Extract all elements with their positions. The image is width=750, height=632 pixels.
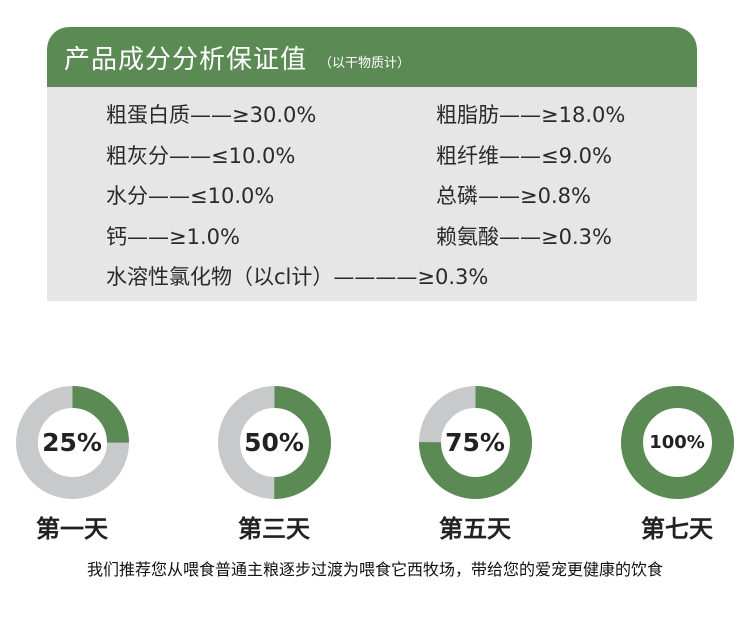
ring-fill (217, 385, 331, 499)
ring-graphic (620, 385, 734, 499)
nutrient-moisture: 水分——≤10.0% (106, 184, 275, 208)
day-label: 第三天 (238, 515, 310, 543)
ring-graphic (418, 385, 532, 499)
ring-fill (418, 385, 532, 499)
ring-graphic (15, 385, 129, 499)
day-label: 第七天 (641, 515, 713, 543)
progress-ring: 25% (15, 385, 129, 499)
day-label: 第五天 (439, 515, 511, 543)
ring-percent-label: 50% (244, 427, 304, 457)
nutrient-crude-protein: 粗蛋白质——≥30.0% (106, 103, 317, 127)
progress-ring: 50% (217, 385, 331, 499)
nutrient-phosphorus: 总磷——≥0.8% (436, 184, 591, 208)
progress-ring: 75% (418, 385, 532, 499)
nutrient-crude-fiber: 粗纤维——≤9.0% (436, 144, 612, 168)
nutrient-chloride: 水溶性氯化物（以cl计）————≥0.3% (106, 265, 489, 289)
ring-graphic (217, 385, 331, 499)
ring-fill (620, 385, 734, 499)
ring-percent-label: 25% (42, 427, 102, 457)
panel-note: （以干物质计） (319, 55, 411, 71)
ring-fill (15, 385, 129, 499)
panel-title: 产品成分分析保证值 (64, 44, 308, 75)
ring-percent-label: 100% (649, 431, 705, 453)
nutrition-panel: 产品成分分析保证值 （以干物质计） 粗蛋白质——≥30.0% 粗脂肪——≥18.… (47, 27, 697, 301)
progress-ring: 100% (620, 385, 734, 499)
panel-header: 产品成分分析保证值 （以干物质计） (47, 27, 697, 87)
footer-text: 我们推荐您从喂食普通主粮逐步过渡为喂食它西牧场，带给您的爱宠更健康的饮食 (86, 560, 663, 579)
nutrient-crude-ash: 粗灰分——≤10.0% (106, 144, 296, 168)
nutrient-lysine: 赖氨酸——≥0.3% (436, 225, 612, 249)
nutrient-calcium: 钙——≥1.0% (106, 225, 240, 249)
ring-percent-label: 75% (445, 427, 505, 457)
nutrient-crude-fat: 粗脂肪——≥18.0% (436, 103, 626, 127)
day-label: 第一天 (36, 515, 108, 543)
